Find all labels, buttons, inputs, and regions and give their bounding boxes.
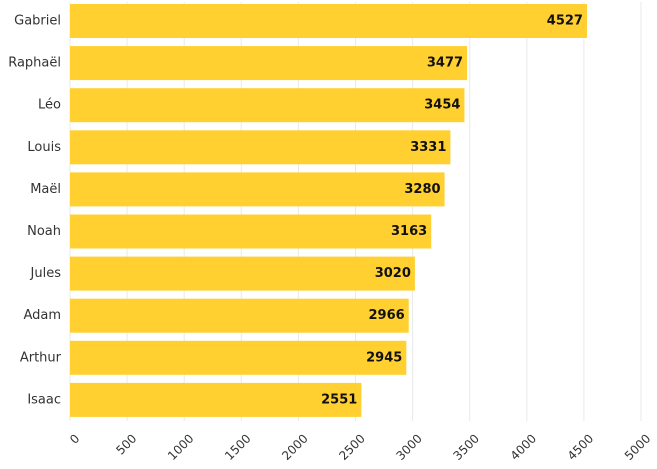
data-label: 2551 — [321, 392, 357, 407]
bar-noah — [70, 214, 432, 249]
x-tick-label: 0 — [67, 431, 82, 446]
bar-arthur — [70, 340, 407, 375]
bar-adam — [70, 298, 409, 333]
category-label: Noah — [27, 224, 61, 239]
x-tick-label: 4000 — [508, 431, 539, 462]
bar-maël — [70, 172, 445, 207]
bar-jules — [70, 256, 415, 291]
category-label: Maël — [30, 182, 61, 197]
data-label: 3454 — [424, 98, 460, 113]
x-tick-label: 2500 — [336, 431, 367, 462]
data-label: 3331 — [410, 140, 446, 155]
data-labels: 4527 3477 3454 3331 3280 3163 3020 2966 2945 2551 — [321, 14, 583, 408]
x-tick-label: 500 — [113, 431, 139, 457]
category-label: Adam — [23, 308, 61, 323]
category-label: Arthur — [20, 350, 62, 365]
category-label: Gabriel — [14, 14, 61, 29]
category-label: Isaac — [27, 392, 61, 407]
bar-gabriel — [70, 4, 587, 38]
data-label: 2945 — [366, 350, 402, 365]
x-tick-label: 5000 — [622, 431, 653, 462]
x-tick-label: 1500 — [222, 431, 253, 462]
category-label: Louis — [27, 140, 61, 155]
bar-raphaël — [70, 46, 468, 81]
x-tick-label: 3500 — [451, 431, 482, 462]
data-label: 3280 — [404, 182, 440, 197]
data-label: 3163 — [391, 224, 427, 239]
data-label: 4527 — [547, 14, 583, 29]
category-label: Jules — [30, 266, 62, 281]
data-label: 2966 — [369, 308, 405, 323]
category-labels: Gabriel Raphaël Léo Louis Maël Noah Jules Adam A… — [8, 14, 61, 408]
bars — [70, 4, 587, 417]
x-tick-label: 2000 — [279, 431, 310, 462]
x-tick-label: 1000 — [165, 431, 196, 462]
data-label: 3477 — [427, 56, 463, 71]
x-tick-label: 3000 — [393, 431, 424, 462]
category-label: Léo — [38, 98, 61, 113]
bar-louis — [70, 130, 451, 165]
data-label: 3020 — [375, 266, 411, 281]
bar-léo — [70, 88, 465, 123]
bar-isaac — [70, 382, 362, 417]
x-tick-label: 4500 — [565, 431, 596, 462]
x-axis-tick-labels: 0 500 1000 1500 2000 2500 3000 3500 4000 4500 5000 — [67, 431, 653, 462]
category-label: Raphaël — [8, 56, 61, 71]
